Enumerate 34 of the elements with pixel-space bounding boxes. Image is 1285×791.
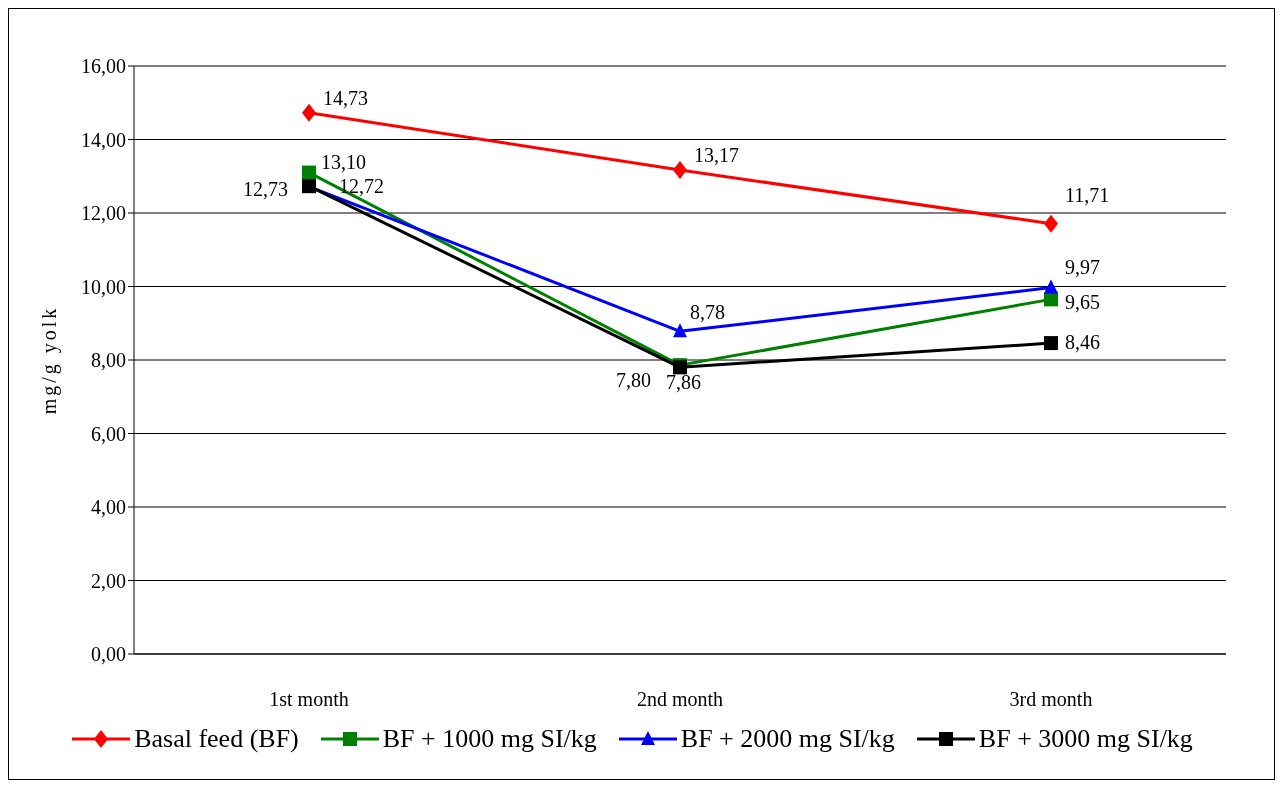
y-tick-label: 0,00	[91, 643, 126, 666]
data-label: 7,86	[666, 371, 701, 394]
point	[302, 103, 316, 122]
data-label: 9,97	[1065, 255, 1100, 278]
y-tick-label: 14,00	[81, 128, 126, 151]
data-label: 13,10	[321, 150, 366, 173]
point	[673, 161, 687, 179]
y-tick-label: 4,00	[91, 496, 126, 519]
y-tick-label: 16,00	[81, 55, 126, 78]
x-tick-label: 2nd month	[636, 688, 724, 711]
y-tick-label: 2,00	[91, 569, 126, 592]
data-label: 11,71	[1065, 183, 1110, 206]
point	[302, 165, 316, 180]
y-tick-label: 8,00	[91, 349, 126, 372]
data-label: 14,73	[323, 86, 368, 109]
data-label: 12,72	[339, 174, 384, 197]
y-tick-label: 12,00	[81, 202, 126, 225]
y-tick-label: 10,00	[81, 275, 126, 298]
data-label: 8,46	[1065, 331, 1100, 354]
legend-label: BF + 3000 mg SI/kg	[978, 724, 1193, 754]
data-label: 13,17	[694, 144, 739, 166]
data-label: 9,65	[1065, 291, 1100, 314]
point	[1044, 214, 1058, 233]
legend-label: BF + 1000 mg SI/kg	[382, 724, 597, 754]
data-label: 12,73	[243, 178, 288, 201]
y-axis-title: mg/g yolk	[38, 305, 62, 415]
x-tick-label: 3rd month	[1009, 688, 1093, 711]
data-label: 7,80	[616, 369, 651, 392]
legend-label: BF + 2000 mg SI/kg	[680, 724, 895, 754]
data-label: 8,78	[690, 301, 725, 324]
point	[1044, 336, 1058, 351]
x-tick-label: 1st month	[269, 688, 349, 711]
y-tick-label: 6,00	[91, 422, 126, 445]
legend-label: Basal feed (BF)	[134, 724, 299, 754]
